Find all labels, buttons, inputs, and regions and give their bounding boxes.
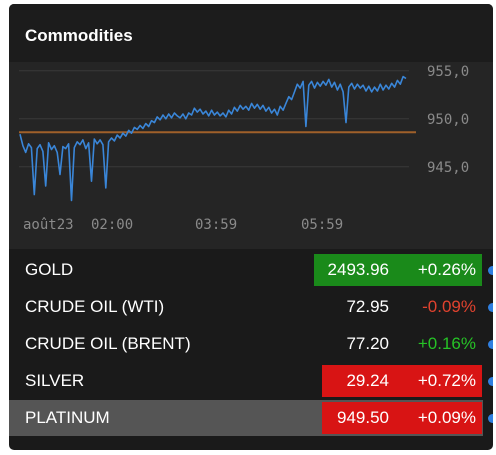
commodity-row-silver[interactable]: SILVER 29.24 +0.72%: [9, 363, 493, 399]
commodity-name: CRUDE OIL (WTI): [25, 297, 165, 316]
commodities-widget: Commodities 945,0 950,0 955,0 août23 02:00 03…: [9, 4, 493, 450]
change-highlight: [394, 254, 482, 286]
commodity-price: 949.50: [337, 408, 389, 427]
status-dot-icon: [488, 303, 493, 312]
commodity-row-platinum[interactable]: PLATINUM 949.50 +0.09%: [9, 400, 493, 436]
price-chart[interactable]: 945,0 950,0 955,0 août23 02:00 03:59 05:59: [9, 62, 493, 249]
commodity-price: 72.95: [346, 297, 389, 316]
change-highlight: [394, 365, 482, 397]
commodity-price: 29.24: [346, 371, 389, 390]
x-tick-label: 03:59: [195, 217, 237, 233]
commodity-price: 77.20: [346, 334, 389, 353]
y-tick-label: 955,0: [427, 64, 469, 80]
commodity-change: +0.09%: [417, 408, 476, 427]
price-highlight: [322, 402, 394, 434]
price-series-line: [19, 75, 407, 202]
commodity-name: PLATINUM: [25, 408, 110, 427]
commodity-change: +0.16%: [417, 334, 476, 353]
commodity-change: +0.72%: [417, 371, 476, 390]
x-tick-label: 02:00: [91, 217, 133, 233]
widget-title: Commodities: [25, 26, 133, 45]
commodity-row-crude-oil-wti[interactable]: CRUDE OIL (WTI) 72.95 -0.09%: [9, 289, 493, 325]
commodity-change: +0.26%: [417, 260, 476, 279]
commodity-name: GOLD: [25, 260, 74, 279]
commodity-price: 2493.96: [327, 260, 389, 279]
status-dot-icon: [488, 340, 493, 349]
x-tick-label: 05:59: [301, 217, 343, 233]
status-dot-icon: [488, 414, 493, 423]
commodity-name: SILVER: [25, 371, 85, 390]
price-highlight: [322, 365, 394, 397]
status-dot-icon: [488, 266, 493, 275]
widget-header: Commodities: [9, 4, 493, 62]
commodity-row-crude-oil-brent[interactable]: CRUDE OIL (BRENT) 77.20 +0.16%: [9, 326, 493, 362]
price-highlight: [314, 254, 394, 286]
commodity-name: CRUDE OIL (BRENT): [25, 334, 191, 353]
commodity-row-gold[interactable]: GOLD 2493.96 +0.26%: [9, 252, 493, 288]
y-tick-label: 950,0: [427, 112, 469, 128]
change-highlight: [394, 402, 482, 434]
x-tick-label: août23: [23, 217, 74, 233]
y-tick-label: 945,0: [427, 160, 469, 176]
status-dot-icon: [488, 377, 493, 386]
price-chart-svg: 945,0 950,0 955,0 août23 02:00 03:59 05:59: [19, 64, 469, 233]
commodity-change: -0.09%: [422, 297, 476, 316]
